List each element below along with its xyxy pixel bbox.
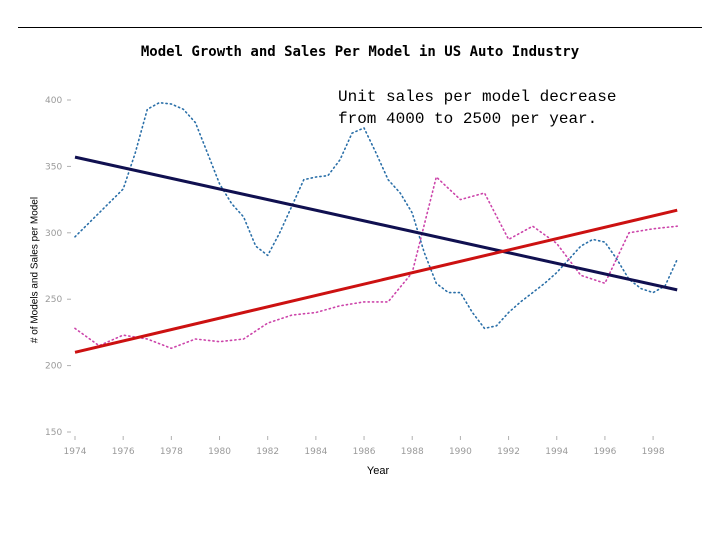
series-line-4 (74, 208, 678, 354)
x-tick-label: 1988 (401, 447, 424, 457)
annotation-line-1: Unit sales per model decrease (338, 88, 617, 106)
x-tick-label: 1978 (160, 447, 183, 457)
series-line-3 (74, 155, 678, 292)
series-line-2 (74, 176, 679, 350)
x-tick-label: 1994 (545, 447, 568, 457)
x-tick-label: 1984 (304, 447, 327, 457)
x-axis-label: Year (366, 465, 390, 477)
y-tick-label: 150 (45, 428, 62, 438)
x-tick-label: 1992 (497, 447, 520, 457)
y-tick-label: 200 (45, 362, 62, 372)
x-tick-label: 1996 (593, 447, 616, 457)
x-tick-label: 1980 (208, 447, 231, 457)
x-tick-label: 1998 (642, 447, 665, 457)
y-tick-label: 400 (45, 96, 62, 106)
top-divider (18, 27, 702, 28)
x-tick-label: 1974 (64, 447, 87, 457)
x-tick-label: 1990 (449, 447, 472, 457)
annotation-line-2: from 4000 to 2500 per year. (338, 110, 598, 128)
x-tick-label: 1982 (256, 447, 279, 457)
y-tick-label: 350 (45, 162, 62, 172)
series-line-1 (74, 101, 679, 330)
x-tick-label: 1986 (353, 447, 376, 457)
y-tick-label: 300 (45, 229, 62, 239)
y-tick-label: 250 (45, 295, 62, 305)
chart-title: Model Growth and Sales Per Model in US A… (140, 44, 580, 60)
chart-annotation: Unit sales per model decrease from 4000 … (338, 86, 616, 130)
x-tick-label: 1976 (112, 447, 135, 457)
